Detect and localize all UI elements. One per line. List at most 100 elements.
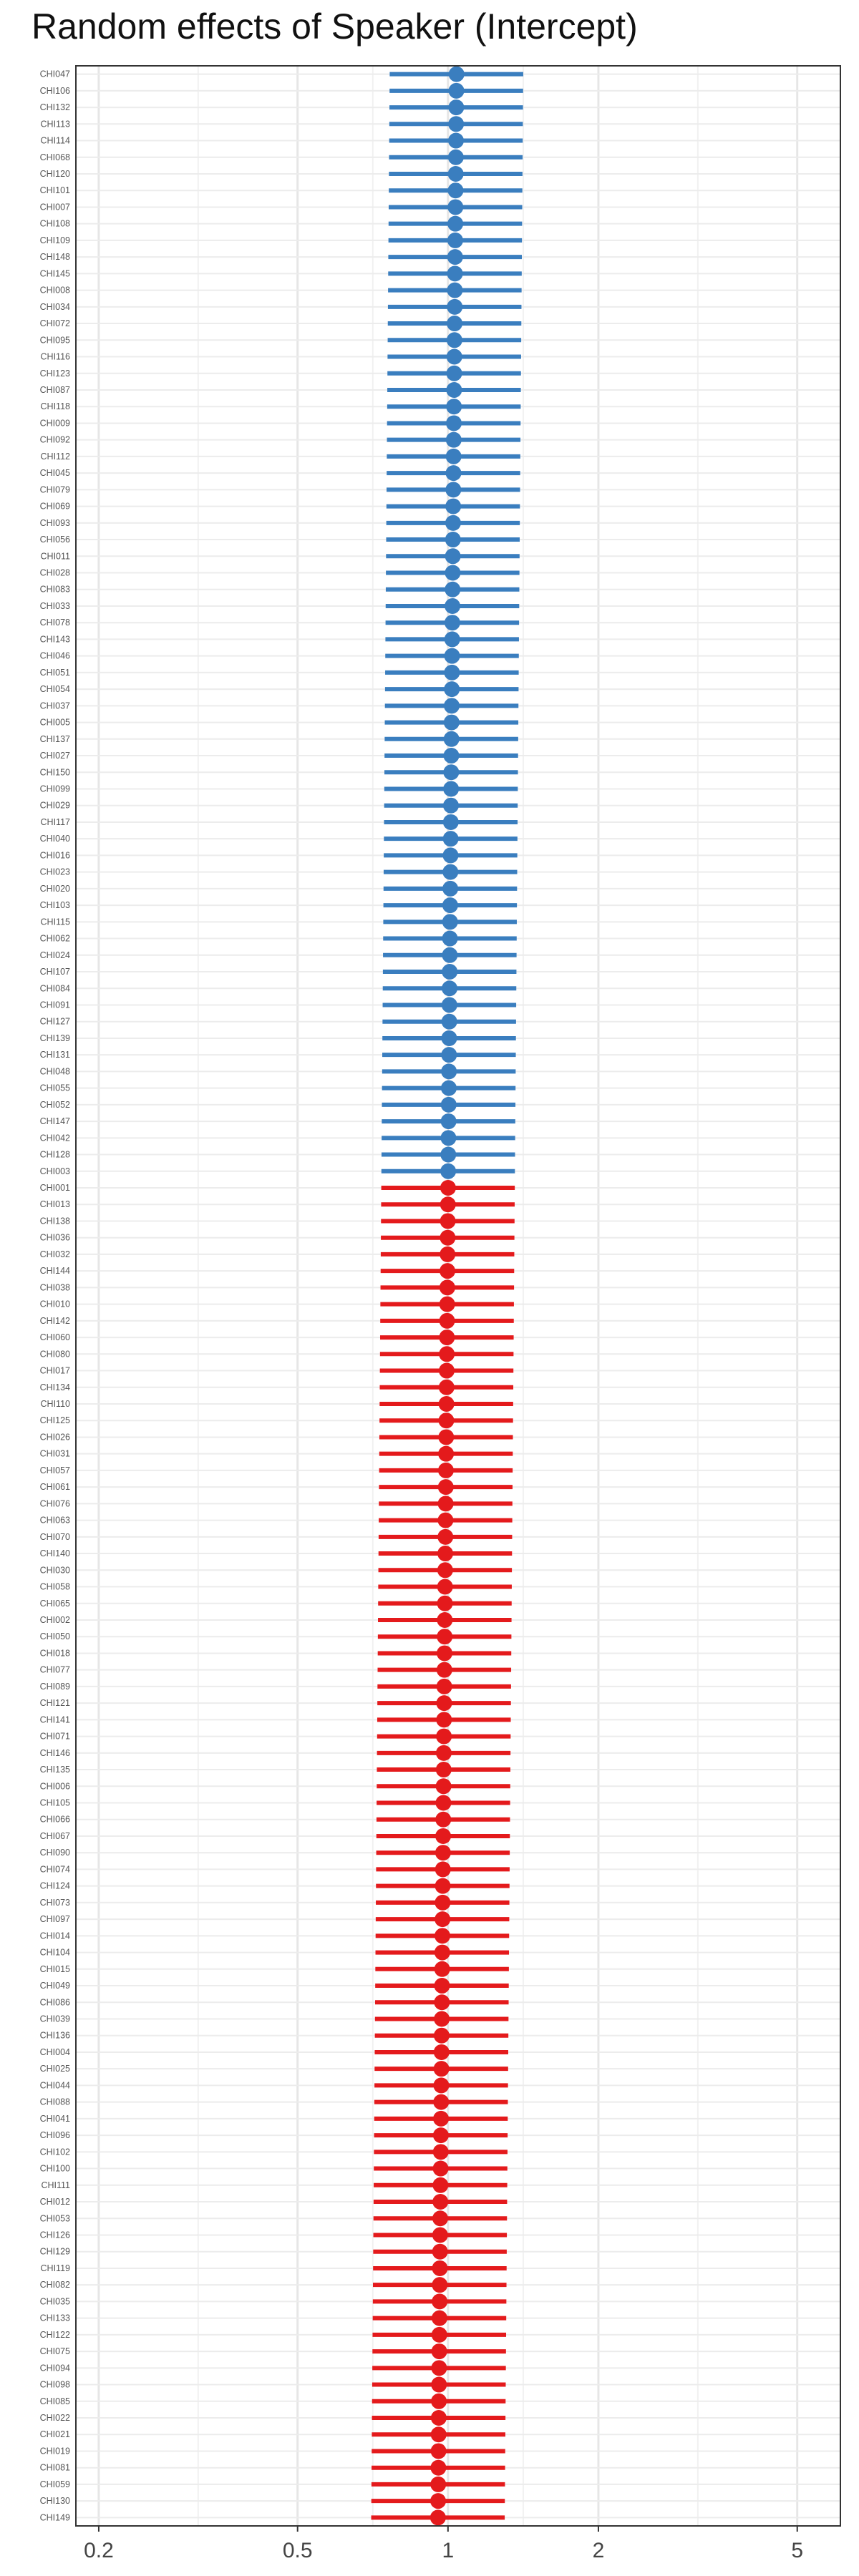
estimate-point bbox=[434, 1944, 450, 1961]
y-tick-label: CHI124 bbox=[40, 1881, 70, 1891]
estimate-point bbox=[443, 764, 460, 781]
estimate-point bbox=[442, 797, 459, 814]
y-tick-label: CHI125 bbox=[40, 1415, 70, 1425]
y-tick-label: CHI101 bbox=[40, 185, 70, 195]
estimate-point bbox=[443, 714, 460, 731]
estimate-point bbox=[440, 1229, 456, 1246]
estimate-point bbox=[440, 1113, 457, 1130]
estimate-point bbox=[443, 731, 460, 747]
y-tick-label: CHI145 bbox=[40, 268, 70, 278]
y-tick-label: CHI010 bbox=[40, 1299, 70, 1309]
y-tick-label: CHI016 bbox=[40, 850, 70, 860]
estimate-point bbox=[438, 1413, 455, 1429]
y-tick-label: CHI051 bbox=[40, 668, 70, 678]
estimate-point bbox=[437, 1611, 453, 1628]
y-tick-label: CHI114 bbox=[41, 136, 71, 146]
y-tick-label: CHI040 bbox=[40, 834, 70, 844]
y-tick-label: CHI121 bbox=[40, 1698, 70, 1708]
y-tick-label: CHI131 bbox=[40, 1050, 70, 1060]
estimate-point bbox=[447, 298, 463, 315]
estimate-point bbox=[444, 664, 460, 680]
estimate-point bbox=[445, 498, 462, 514]
estimate-point bbox=[446, 399, 462, 415]
y-tick-label: CHI080 bbox=[40, 1349, 70, 1359]
y-tick-label: CHI035 bbox=[40, 2296, 70, 2306]
y-tick-label: CHI129 bbox=[40, 2247, 70, 2257]
estimate-point bbox=[446, 415, 462, 431]
y-tick-label: CHI006 bbox=[40, 1781, 70, 1791]
estimate-point bbox=[439, 1296, 455, 1312]
y-tick-label: CHI039 bbox=[40, 2014, 70, 2024]
estimate-point bbox=[440, 1213, 456, 1229]
y-tick-label: CHI139 bbox=[40, 1033, 70, 1043]
y-tick-label: CHI058 bbox=[40, 1582, 70, 1592]
estimate-point bbox=[437, 1512, 454, 1528]
y-tick-label: CHI045 bbox=[40, 468, 70, 478]
estimate-point bbox=[444, 681, 460, 698]
y-tick-label: CHI097 bbox=[40, 1914, 70, 1924]
estimate-point bbox=[436, 1712, 452, 1728]
y-tick-label: CHI105 bbox=[40, 1798, 70, 1808]
y-tick-label: CHI008 bbox=[40, 286, 70, 296]
estimate-point bbox=[440, 1130, 457, 1146]
estimate-point bbox=[431, 2343, 447, 2360]
estimate-point bbox=[437, 1579, 453, 1595]
y-tick-label: CHI136 bbox=[40, 2031, 70, 2041]
estimate-point bbox=[432, 2144, 449, 2160]
estimate-point bbox=[447, 182, 464, 199]
estimate-point bbox=[434, 2011, 450, 2027]
y-tick-label: CHI082 bbox=[40, 2280, 70, 2290]
estimate-point bbox=[434, 1961, 450, 1977]
estimate-point bbox=[447, 215, 464, 232]
estimate-point bbox=[437, 1528, 454, 1545]
estimate-point bbox=[432, 2277, 448, 2293]
estimate-point bbox=[432, 2177, 449, 2193]
estimate-point bbox=[435, 1928, 451, 1944]
estimate-point bbox=[432, 2293, 448, 2310]
y-tick-label: CHI091 bbox=[40, 1000, 70, 1010]
estimate-point bbox=[438, 1379, 455, 1395]
y-tick-label: CHI050 bbox=[40, 1631, 70, 1641]
y-tick-label: CHI020 bbox=[40, 884, 70, 894]
estimate-point bbox=[431, 2393, 447, 2409]
estimate-point bbox=[430, 2493, 447, 2509]
y-tick-label: CHI012 bbox=[40, 2197, 70, 2207]
y-tick-label: CHI115 bbox=[41, 917, 71, 927]
y-tick-label: CHI090 bbox=[40, 1848, 70, 1858]
estimate-point bbox=[445, 448, 462, 464]
x-tick-label: 0.5 bbox=[283, 2539, 313, 2562]
y-tick-label: CHI007 bbox=[40, 202, 70, 212]
y-tick-label: CHI143 bbox=[40, 634, 70, 644]
estimate-point bbox=[432, 2127, 449, 2144]
y-tick-label: CHI024 bbox=[40, 950, 70, 960]
y-tick-label: CHI133 bbox=[40, 2313, 70, 2323]
estimate-point bbox=[435, 1894, 451, 1911]
estimate-point bbox=[446, 332, 462, 348]
chart-title: Random effects of Speaker (Intercept) bbox=[31, 6, 638, 47]
estimate-point bbox=[431, 2326, 447, 2343]
y-tick-label: CHI106 bbox=[40, 86, 70, 96]
y-tick-label: CHI011 bbox=[41, 551, 71, 561]
y-tick-label: CHI066 bbox=[40, 1815, 70, 1825]
estimate-point bbox=[442, 847, 459, 864]
y-tick-label: CHI103 bbox=[40, 900, 70, 910]
y-tick-label: CHI147 bbox=[40, 1116, 70, 1126]
y-tick-label: CHI032 bbox=[40, 1249, 70, 1259]
estimate-point bbox=[444, 648, 460, 664]
y-tick-label: CHI078 bbox=[40, 618, 70, 628]
y-tick-label: CHI086 bbox=[40, 1997, 70, 2007]
estimate-point bbox=[430, 2459, 447, 2476]
estimate-point bbox=[442, 947, 458, 963]
y-tick-label: CHI074 bbox=[40, 1864, 70, 1874]
estimate-point bbox=[439, 1279, 455, 1296]
estimate-point bbox=[447, 316, 463, 332]
estimate-point bbox=[433, 2110, 450, 2127]
estimate-point bbox=[445, 532, 461, 548]
estimate-point bbox=[440, 1196, 456, 1213]
y-tick-label: CHI025 bbox=[40, 2064, 70, 2074]
estimate-point bbox=[431, 2360, 447, 2376]
y-tick-label: CHI021 bbox=[40, 2429, 70, 2439]
estimate-point bbox=[440, 1146, 457, 1163]
estimate-point bbox=[445, 431, 462, 448]
